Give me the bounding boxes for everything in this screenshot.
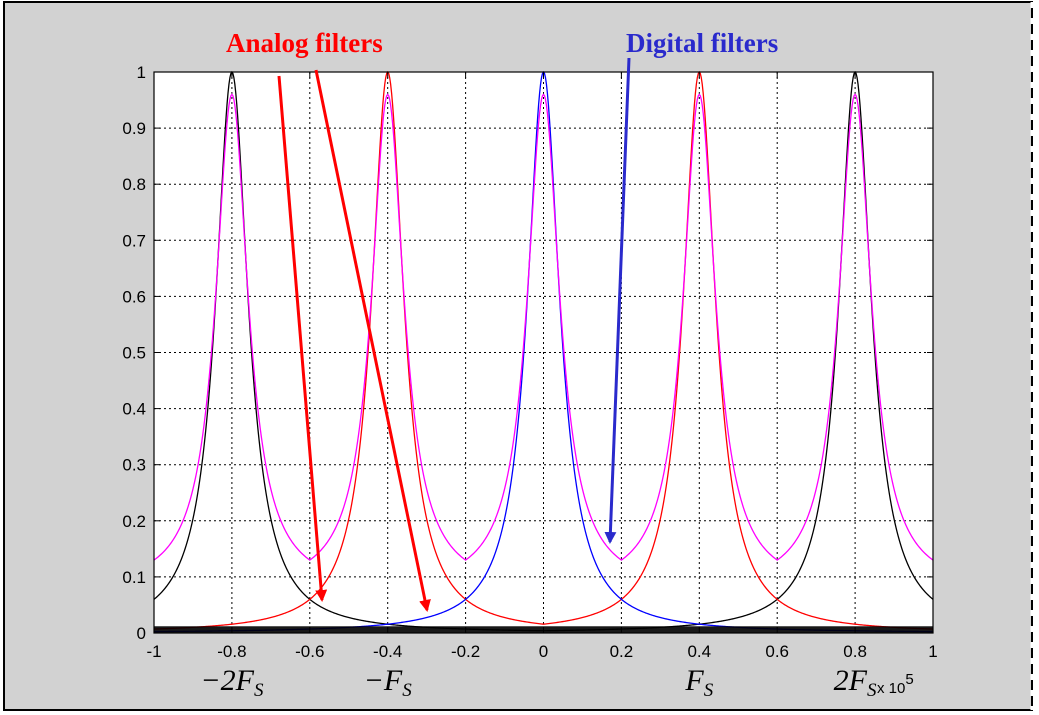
sampling-label: 2FS — [834, 664, 877, 701]
x-tick-label: 1 — [928, 642, 937, 661]
axis-ticks — [153, 71, 934, 634]
y-tick-label: 0.3 — [122, 456, 146, 475]
sampling-label: −FS — [364, 664, 413, 701]
y-tick-label: 0.8 — [122, 175, 146, 194]
x-tick-label: 0.8 — [843, 642, 867, 661]
sampling-label: −2FS — [200, 664, 264, 701]
x-tick-label: -1 — [146, 642, 161, 661]
sampling-frequency-labels: −2FS −FS FS 2FS — [200, 664, 877, 701]
x-tick-label: -0.8 — [217, 642, 246, 661]
y-tick-label: 0.4 — [122, 400, 146, 419]
x-tick-label: 0.6 — [765, 642, 789, 661]
x-tick-label: 0 — [539, 642, 548, 661]
y-tick-label: 0.1 — [122, 568, 146, 587]
analog-filters-annotation: Analog filters — [226, 28, 383, 58]
sampling-label: FS — [684, 664, 713, 701]
x-tick-label: -0.4 — [373, 642, 402, 661]
y-tick-label: 0.9 — [122, 119, 146, 138]
digital-filters-annotation: Digital filters — [626, 28, 778, 58]
y-tick-labels: 0 0.1 0.2 0.3 0.4 0.5 0.6 0.7 0.8 0.9 1 — [122, 63, 146, 643]
grid — [154, 72, 933, 633]
series-line-3 — [153, 93, 934, 561]
x-tick-label: 0.4 — [687, 642, 711, 661]
analog-arrow-1 — [277, 75, 328, 602]
x-tick-labels: -1 -0.8 -0.6 -0.4 -0.2 0 0.2 0.4 0.6 0.8 1 — [146, 642, 937, 661]
x-tick-label: -0.2 — [451, 642, 480, 661]
x-tick-label: -0.6 — [295, 642, 324, 661]
x-tick-label: 0.2 — [610, 642, 634, 661]
digital-arrow — [604, 57, 631, 544]
series-line-1 — [153, 70, 934, 630]
y-tick-label: 0.5 — [122, 344, 146, 363]
y-tick-label: 0.7 — [122, 231, 146, 250]
x-exponent-label: x 105 — [877, 671, 914, 697]
y-tick-label: 0.6 — [122, 287, 146, 306]
y-tick-label: 0.2 — [122, 512, 146, 531]
y-tick-label: 0 — [137, 624, 146, 643]
analog-arrow-2 — [314, 69, 431, 612]
y-tick-label: 1 — [137, 63, 146, 82]
